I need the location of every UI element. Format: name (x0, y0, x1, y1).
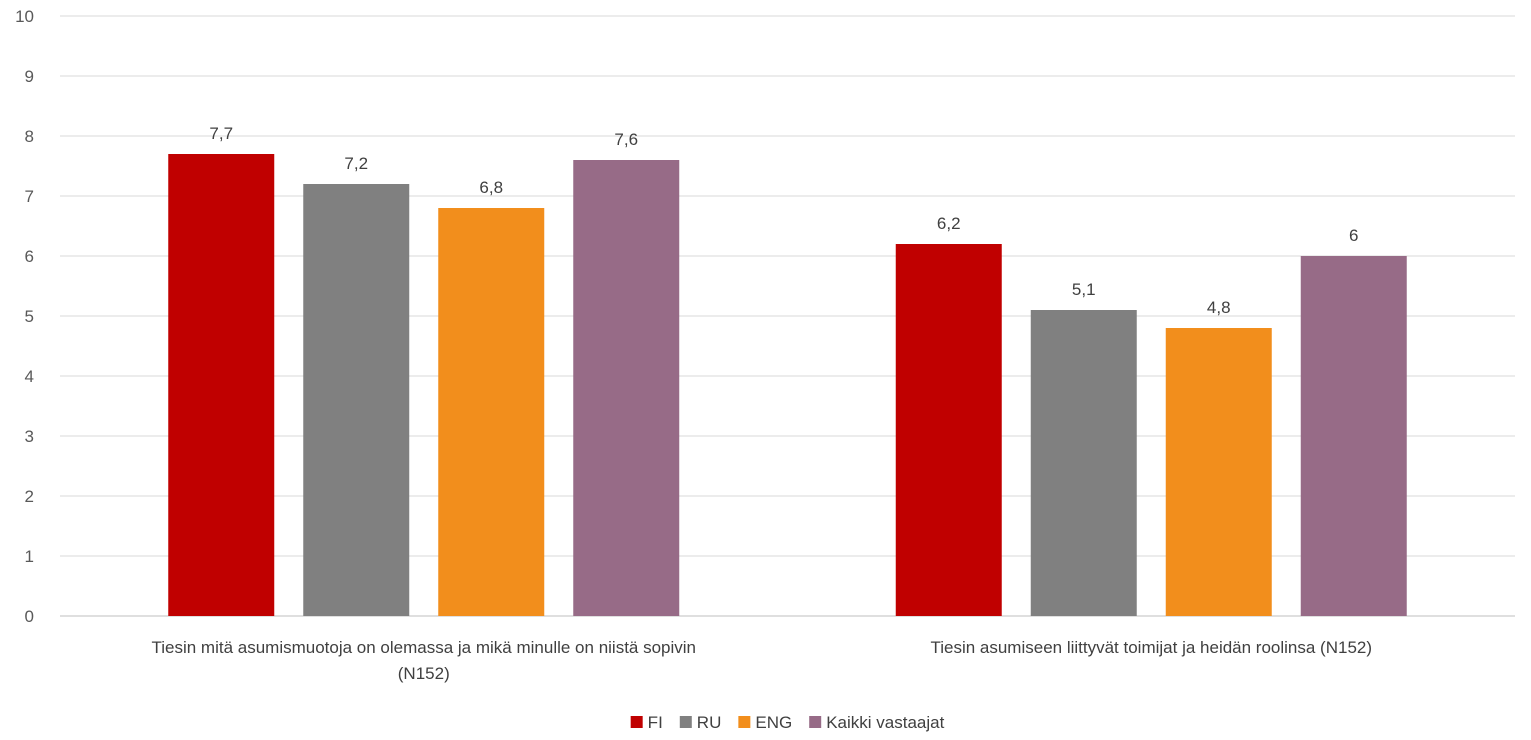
y-tick-label: 10 (15, 7, 34, 26)
category-label: Tiesin mitä asumismuotoja on olemassa ja… (151, 638, 696, 657)
data-label: 7,2 (344, 154, 368, 173)
legend-label: ENG (755, 713, 792, 732)
legend-swatch (630, 716, 643, 728)
y-tick-label: 5 (25, 307, 34, 326)
y-tick-label: 9 (25, 67, 34, 86)
legend-swatch (809, 716, 822, 728)
y-tick-label: 6 (25, 247, 34, 266)
legend-item: ENG (738, 713, 792, 732)
bar (895, 244, 1002, 616)
y-tick-label: 1 (25, 547, 34, 566)
bar (303, 184, 410, 616)
legend-label: RU (697, 713, 722, 732)
bar (168, 154, 275, 616)
bars (168, 154, 1407, 616)
data-labels: 7,7 7,2 6,8 7,6 6,2 5,1 4,8 6 (209, 124, 1358, 317)
data-label: 5,1 (1072, 280, 1096, 299)
legend: FI RU ENG Kaikki vastaajat (630, 713, 945, 732)
legend-swatch (738, 716, 751, 728)
y-tick-label: 0 (25, 607, 34, 626)
data-label: 6,2 (937, 214, 961, 233)
y-axis: 0 1 2 3 4 5 6 7 8 9 10 (15, 7, 34, 626)
data-label: 7,6 (614, 130, 638, 149)
data-label: 4,8 (1207, 298, 1231, 317)
bar (1030, 310, 1137, 616)
legend-item: FI (630, 713, 663, 732)
y-tick-label: 7 (25, 187, 34, 206)
bar (1300, 256, 1407, 616)
legend-item: RU (679, 713, 722, 732)
bar (573, 160, 680, 616)
x-axis: Tiesin mitä asumismuotoja on olemassa ja… (151, 638, 1372, 683)
data-label: 6,8 (479, 178, 503, 197)
category-label: (N152) (398, 664, 450, 683)
y-tick-label: 4 (25, 367, 34, 386)
y-tick-label: 3 (25, 427, 34, 446)
y-tick-label: 8 (25, 127, 34, 146)
category-label: Tiesin asumiseen liittyvät toimijat ja h… (930, 638, 1372, 657)
bar (1165, 328, 1272, 616)
gridlines (60, 15, 1515, 617)
data-label: 7,7 (209, 124, 233, 143)
y-tick-label: 2 (25, 487, 34, 506)
legend-item: Kaikki vastaajat (809, 713, 945, 732)
legend-label: Kaikki vastaajat (826, 713, 944, 732)
legend-label: FI (648, 713, 663, 732)
data-label: 6 (1349, 226, 1358, 245)
bar (438, 208, 545, 616)
legend-swatch (679, 716, 692, 728)
